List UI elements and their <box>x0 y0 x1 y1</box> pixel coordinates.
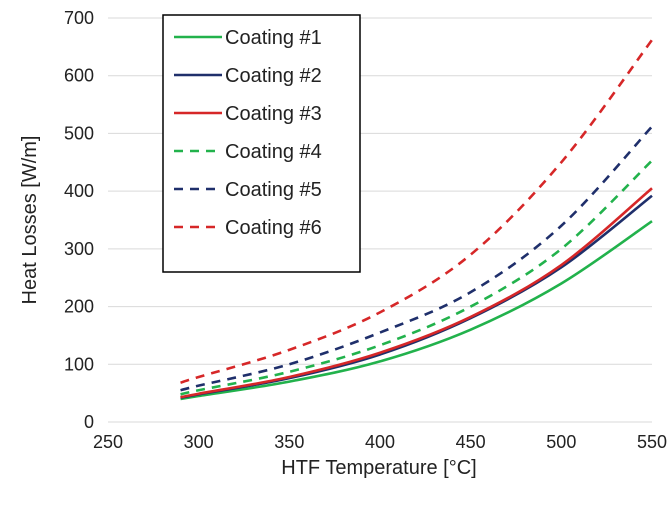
y-axis-title: Heat Losses [W/m] <box>19 136 41 305</box>
y-tick-label: 400 <box>64 181 94 201</box>
legend-label-coating-1: Coating #1 <box>225 27 322 49</box>
x-axis-title: HTF Temperature [°C] <box>281 457 476 479</box>
legend-label-coating-2: Coating #2 <box>225 65 322 87</box>
x-tick-label: 550 <box>637 432 667 452</box>
y-tick-label: 600 <box>64 66 94 86</box>
legend: Coating #1 Coating #2 Coating #3 Coating #4… <box>162 14 361 273</box>
y-tick-label: 300 <box>64 239 94 259</box>
x-tick-label: 500 <box>546 432 576 452</box>
tick-labels: 0 100 200 300 400 500 600 700 250 300 350 400 450 500… <box>64 8 667 452</box>
series-lines <box>180 39 654 401</box>
x-tick-label: 300 <box>184 432 214 452</box>
x-tick-label: 400 <box>365 432 395 452</box>
legend-box <box>162 14 361 273</box>
y-tick-label: 200 <box>64 297 94 317</box>
x-tick-label: 350 <box>274 432 304 452</box>
legend-label-coating-5: Coating #5 <box>225 179 322 201</box>
y-tick-label: 100 <box>64 354 94 374</box>
y-tick-label: 0 <box>84 412 94 432</box>
series-line-coating-1 <box>180 220 653 401</box>
series-line-coating-4 <box>180 159 653 396</box>
legend-label-coating-3: Coating #3 <box>225 103 322 125</box>
x-tick-label: 250 <box>93 432 123 452</box>
y-tick-label: 500 <box>64 123 94 143</box>
x-tick-label: 450 <box>456 432 486 452</box>
series-line-coating-6 <box>180 39 654 384</box>
legend-label-coating-6: Coating #6 <box>225 217 322 239</box>
series-line-coating-3 <box>180 187 653 399</box>
y-tick-label: 700 <box>64 8 94 28</box>
legend-label-coating-4: Coating #4 <box>225 141 322 163</box>
